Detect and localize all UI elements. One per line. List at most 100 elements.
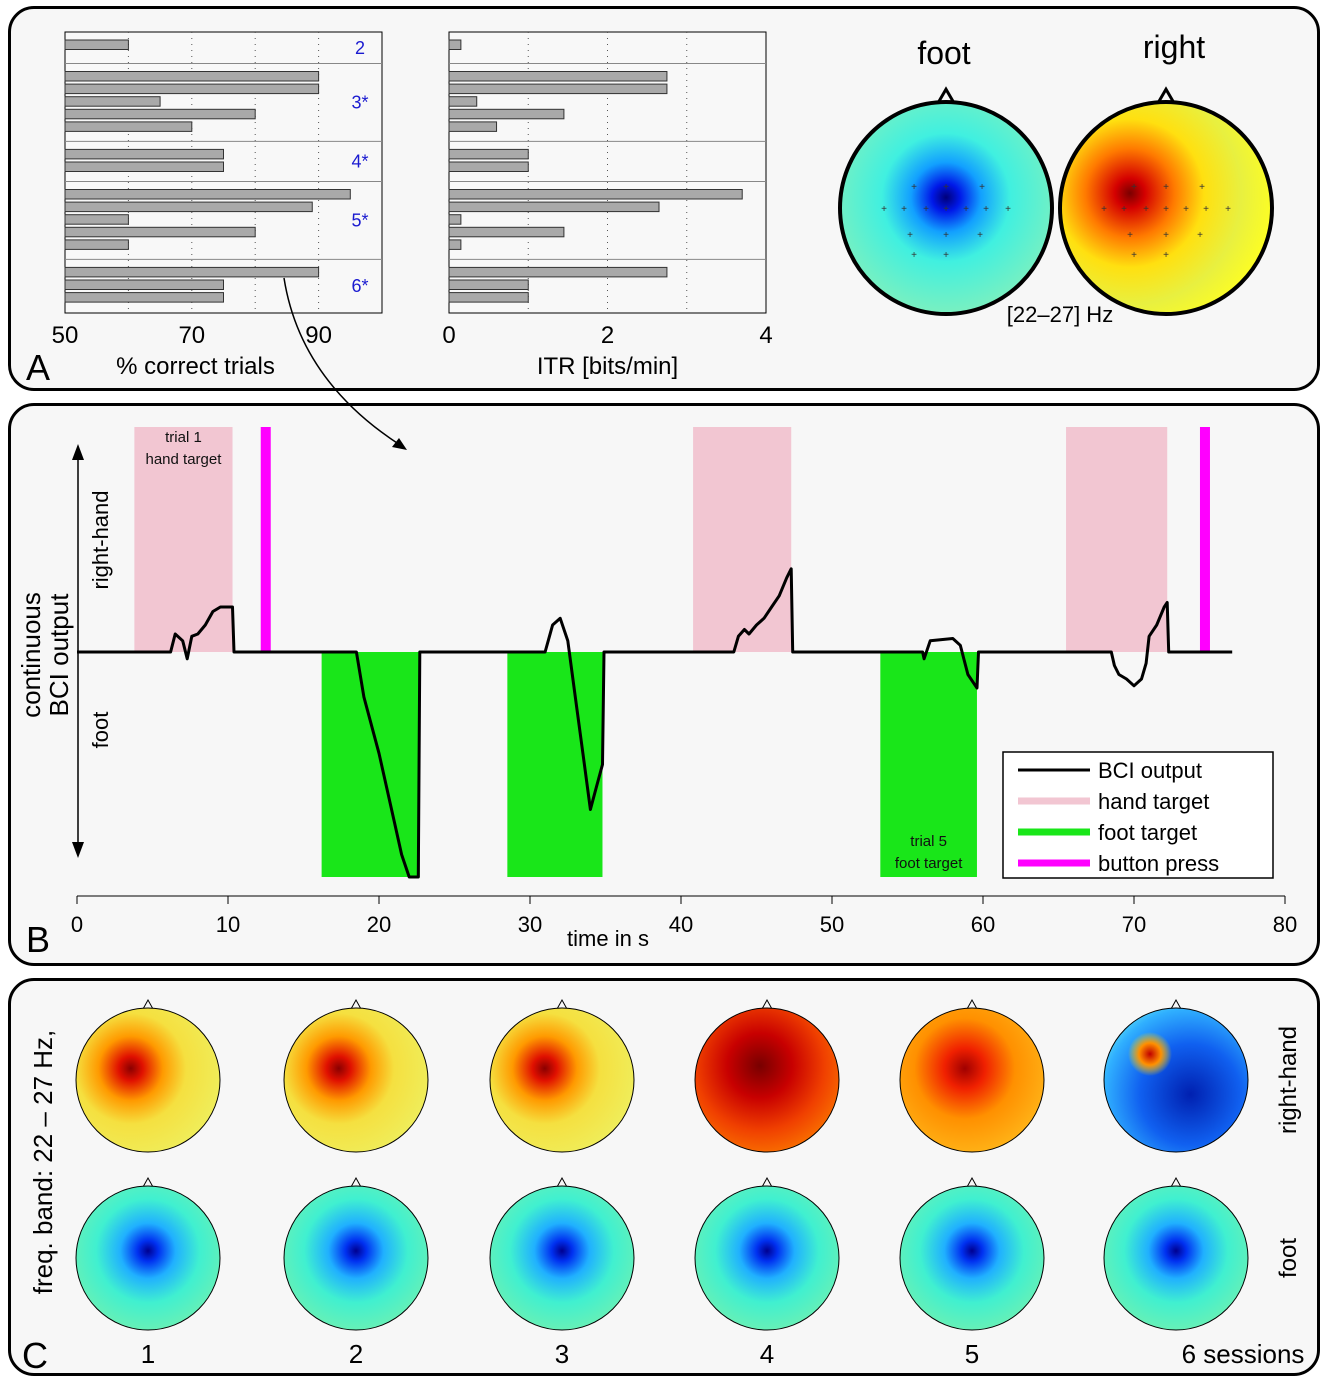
itr-bar	[448, 226, 565, 238]
topomap-right-hand-session-nose	[1170, 998, 1182, 1010]
topomap-foot-session	[899, 1176, 1045, 1331]
topomap-right-electrode: +	[1163, 204, 1169, 215]
annotation-trial5-line2: foot target	[895, 855, 963, 872]
legend-label: hand target	[1098, 789, 1209, 814]
panel-c	[8, 978, 1320, 1376]
topomap-right-hand-session-scalp	[283, 1007, 429, 1153]
itr-bar	[448, 266, 668, 278]
hand-target-region	[134, 427, 233, 652]
pct-bar	[64, 214, 129, 225]
session-label: 1	[141, 1339, 155, 1369]
topomap-right-hand-session-nose	[761, 998, 773, 1010]
topomap-right-hand-session-nose	[556, 998, 568, 1010]
topomap-right-hand-session-scalp	[75, 1007, 221, 1153]
itr-bar	[448, 189, 743, 200]
pct-bar	[64, 39, 129, 50]
topomap-foot-session	[283, 1176, 429, 1331]
itr-bar	[448, 108, 565, 120]
topomap-right-electrode: +	[1131, 250, 1137, 261]
button-press-marker	[1199, 427, 1210, 652]
topomap-right-hand-session-scalp	[1103, 1007, 1249, 1153]
pct-bar	[64, 108, 256, 120]
topomap-foot-session	[694, 1176, 840, 1331]
pct-tick-label: 50	[52, 322, 79, 349]
y-axis-label-line1: continuous	[16, 592, 46, 718]
itr-bar	[448, 201, 660, 213]
pct-group-label: 2	[355, 38, 365, 58]
pct-tick-label: 90	[305, 322, 332, 349]
row-label: right-hand	[1275, 1026, 1302, 1134]
topomap-foot-session-nose	[556, 1176, 568, 1188]
topomap-foot: + + + + + + + + + + + + + + +	[838, 86, 1054, 316]
topomap-foot-session-scalp	[899, 1185, 1045, 1331]
y-axis-label-line2: BCI output	[44, 593, 74, 717]
session-label: 3	[555, 1339, 569, 1369]
x-tick-label: 30	[518, 912, 542, 937]
itr-bar	[448, 39, 462, 50]
itr-tick-label: 0	[442, 322, 455, 349]
topomap-foot-electrode: +	[911, 250, 917, 261]
pct-bar	[64, 161, 224, 172]
pct-bar	[64, 292, 224, 303]
itr-tick-label: 2	[601, 322, 614, 349]
topomap-right-electrode: +	[1163, 182, 1169, 193]
topomap-right-electrode: +	[1131, 182, 1137, 193]
itr-tick-label: 4	[759, 322, 772, 349]
legend-box	[1002, 751, 1274, 879]
itr-bar	[448, 161, 529, 172]
itr-bar	[448, 292, 529, 303]
pct-tick-label: 70	[178, 322, 205, 349]
pct-bar	[64, 121, 193, 132]
topomap-right-hand-session	[899, 998, 1045, 1153]
pct-bar	[64, 96, 161, 107]
legend-label: button press	[1098, 851, 1219, 876]
panel-label-a: A	[26, 347, 50, 388]
topomap-foot-session-nose	[350, 1176, 362, 1188]
topomap-caption: [22–27] Hz	[1007, 302, 1113, 327]
hand-target-region	[1066, 427, 1168, 652]
legend-label: foot target	[1098, 820, 1197, 845]
topomap-foot-session-scalp	[283, 1185, 429, 1331]
session-label: 4	[760, 1339, 774, 1369]
pct-bar	[64, 226, 256, 238]
topomap-foot-electrode: +	[943, 182, 949, 193]
y-up-label: right-hand	[88, 490, 113, 589]
topomap-right-electrode: +	[1163, 230, 1169, 241]
link-arrow-head	[392, 438, 407, 450]
pct-group-label: 4*	[351, 151, 368, 171]
topomap-right-hand-session	[489, 998, 635, 1153]
topomap-title: foot	[917, 35, 970, 71]
topomap-right-hand-session-nose	[966, 998, 978, 1010]
topomap-right-hand-session-nose	[350, 998, 362, 1010]
legend-label: BCI output	[1098, 758, 1202, 783]
topomap-right-scalp	[1058, 100, 1274, 316]
topomap-foot-electrode: +	[963, 204, 969, 215]
itr-bar	[448, 239, 462, 250]
annotation-trial1-line2: hand target	[146, 451, 223, 468]
panel-label-c: C	[22, 1335, 48, 1376]
itr-bar	[448, 148, 529, 160]
link-arrow	[283, 277, 401, 446]
session-label: 2	[349, 1339, 363, 1369]
topomap-right-hand-session	[75, 998, 221, 1153]
topomap-right-electrode: +	[1163, 250, 1169, 261]
pct-group-label: 3*	[351, 92, 368, 112]
topomap-foot-session	[75, 1176, 221, 1331]
topomap-foot-electrode: +	[881, 204, 887, 215]
itr-xlabel: ITR [bits/min]	[537, 353, 678, 380]
topomap-foot-session-nose	[966, 1176, 978, 1188]
panel-label-b: B	[26, 919, 50, 960]
itr-bar	[448, 214, 462, 225]
topomap-foot-electrode: +	[1005, 204, 1011, 215]
topomap-right-hand-session	[1103, 998, 1249, 1153]
topomap-foot-session-scalp	[75, 1185, 221, 1331]
topomap-foot-session-nose	[1170, 1176, 1182, 1188]
x-tick-label: 80	[1273, 912, 1297, 937]
x-tick-label: 50	[820, 912, 844, 937]
topomap-foot-electrode: +	[983, 204, 989, 215]
topomap-right-electrode: +	[1183, 204, 1189, 215]
topomap-right-electrode: +	[1101, 204, 1107, 215]
topomap-right-hand-session-scalp	[489, 1007, 635, 1153]
topomap-right-electrode: +	[1199, 182, 1205, 193]
topomap-foot-session-scalp	[489, 1185, 635, 1331]
